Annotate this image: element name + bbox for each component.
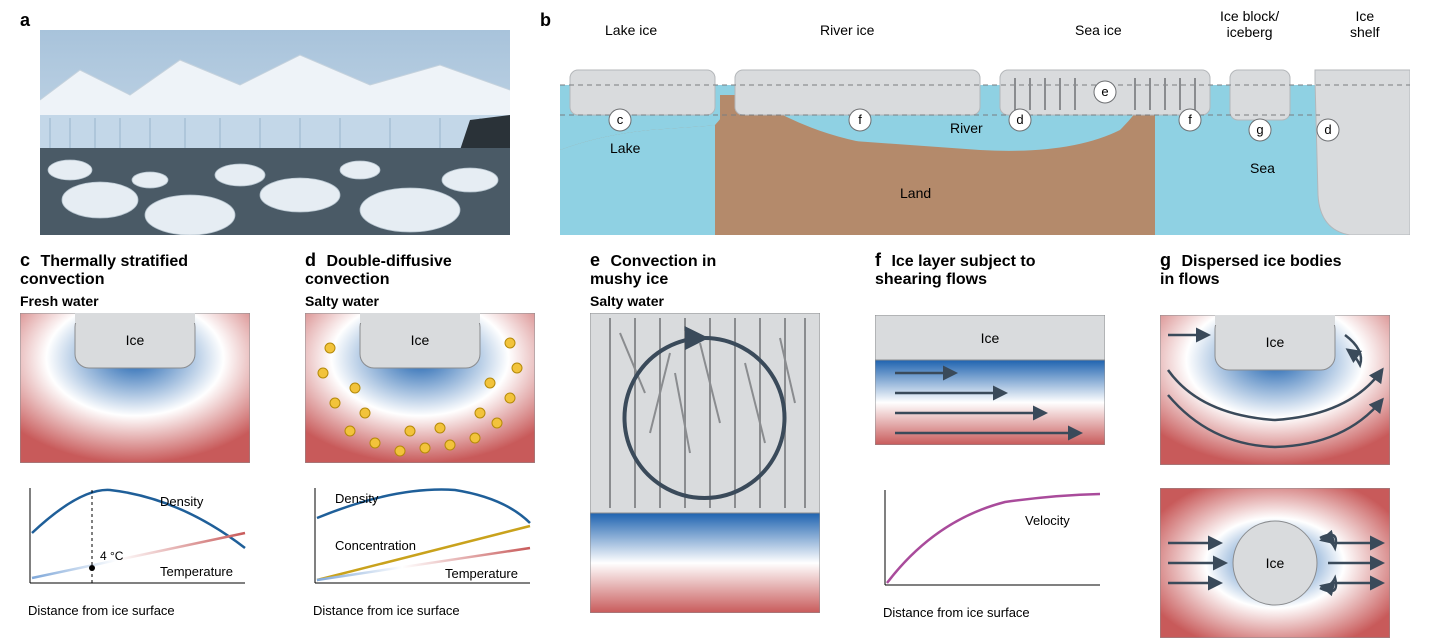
panel-c-xaxis: Distance from ice surface [28,603,280,618]
svg-text:Ice: Ice [1266,555,1285,571]
svg-text:f: f [1188,112,1192,127]
panel-e-label: e [590,250,600,270]
panel-c-title: Thermally stratified convection [20,253,188,288]
svg-text:e: e [1101,84,1108,99]
svg-text:d: d [1324,122,1331,137]
label-river-ice: River ice [820,22,874,38]
svg-text:d: d [1016,112,1023,127]
svg-text:Temperature: Temperature [445,566,518,581]
panel-f-chart: Velocity [875,480,1105,600]
svg-text:f: f [858,112,862,127]
panel-f-label: f [875,250,881,270]
panel-c-chart: 4 °C Density Temperature [20,478,250,598]
panel-g-label: g [1160,250,1171,270]
panel-b-diagram: c f d e f g d Lake ice River ice Sea ice… [560,30,1410,235]
panel-b-label: b [540,10,551,30]
label-sea: Sea [1250,160,1275,176]
label-river: River [950,120,983,136]
panel-a-photo [40,30,510,235]
panel-e-box [590,313,820,613]
svg-text:Density: Density [335,491,379,506]
svg-text:Ice: Ice [981,330,1000,346]
label-ice-shelf: Ice shelf [1350,8,1380,40]
panel-g-title: Dispersed ice bodies in flows [1160,253,1342,288]
svg-text:Velocity: Velocity [1025,513,1070,528]
panel-f-xaxis: Distance from ice surface [883,605,1135,620]
panel-c-label: c [20,250,30,270]
panel-d-chart: Density Concentration Temperature [305,478,535,598]
panel-d-xaxis: Distance from ice surface [313,603,565,618]
panel-c-ice-label: Ice [126,332,145,348]
panel-e-subtitle: Salty water [590,293,850,309]
svg-text:Ice: Ice [1266,334,1285,350]
panel-f-box: Ice [875,315,1105,445]
panel-e-title: Convection in mushy ice [590,253,716,288]
panel-d-subtitle: Salty water [305,293,565,309]
svg-text:Ice: Ice [411,332,430,348]
panel-c-subtitle: Fresh water [20,293,280,309]
svg-text:Temperature: Temperature [160,564,233,579]
panel-d-box: Ice [305,313,535,463]
label-iceberg: Ice block/ iceberg [1220,8,1279,40]
panel-d-label: d [305,250,316,270]
panel-a-label: a [20,10,30,30]
panel-f-title: Ice layer subject to shearing flows [875,253,1036,288]
svg-text:g: g [1256,122,1263,137]
label-lake: Lake [610,140,640,156]
label-sea-ice: Sea ice [1075,22,1122,38]
svg-text:Concentration: Concentration [335,538,416,553]
label-lake-ice: Lake ice [605,22,657,38]
panel-d-title: Double-diffusive convection [305,253,452,288]
panel-g-box2: Ice [1160,488,1390,638]
svg-text:Density: Density [160,494,204,509]
svg-text:4 °C: 4 °C [100,549,124,563]
svg-text:c: c [617,112,624,127]
label-land: Land [900,185,931,201]
panel-c-box: Ice [20,313,250,463]
panel-g-box1: Ice [1160,315,1390,465]
